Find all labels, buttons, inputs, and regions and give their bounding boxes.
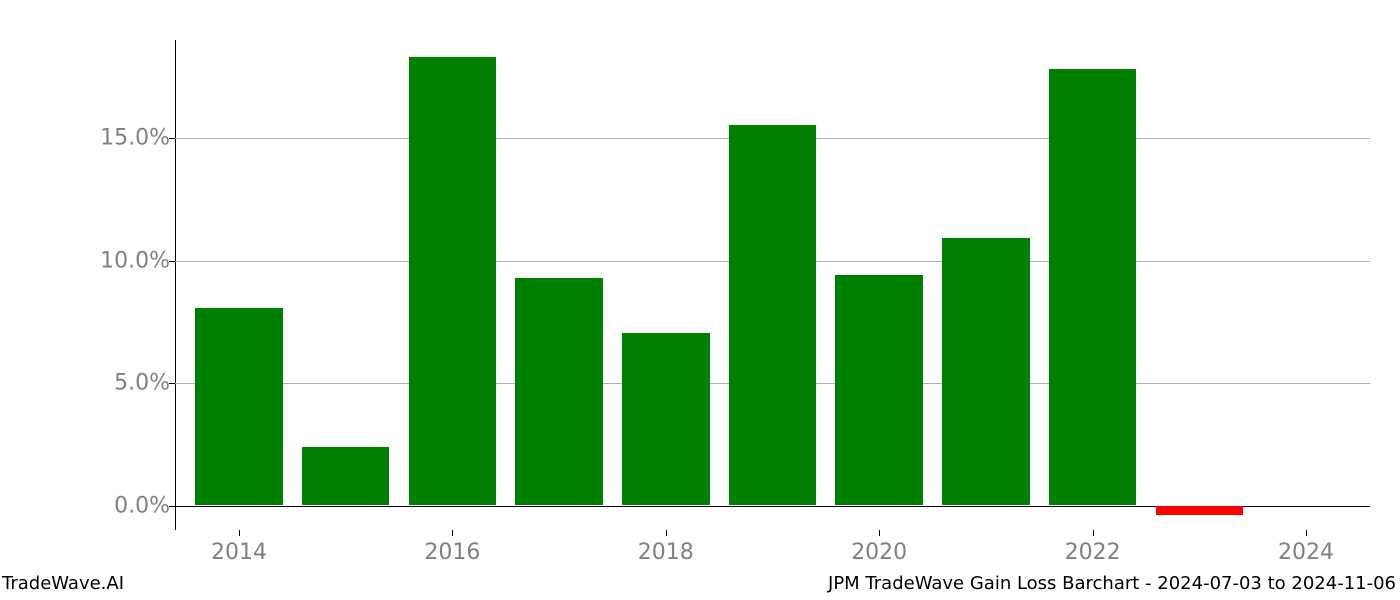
y-tick-mark — [169, 261, 175, 262]
x-tick-mark — [879, 530, 880, 536]
y-tick-mark — [169, 506, 175, 507]
x-tick-label: 2018 — [638, 540, 694, 565]
y-tick-label: 15.0% — [100, 126, 170, 151]
x-tick-label: 2024 — [1278, 540, 1334, 565]
bar-2018 — [622, 333, 709, 506]
x-tick-label: 2020 — [851, 540, 907, 565]
bar-2021 — [942, 238, 1029, 505]
x-tick-mark — [452, 530, 453, 536]
bar-2015 — [302, 447, 389, 506]
y-axis-spine — [175, 40, 176, 530]
bar-2020 — [835, 275, 922, 505]
bar-2014 — [195, 308, 282, 505]
x-tick-label: 2022 — [1065, 540, 1121, 565]
y-tick-label: 5.0% — [114, 371, 170, 396]
bar-2019 — [729, 125, 816, 506]
footer-brand: TradeWave.AI — [2, 573, 124, 594]
x-tick-mark — [1093, 530, 1094, 536]
x-tick-label: 2016 — [424, 540, 480, 565]
bar-2017 — [515, 278, 602, 506]
footer-caption: JPM TradeWave Gain Loss Barchart - 2024-… — [828, 573, 1396, 594]
bar-2022 — [1049, 69, 1136, 505]
x-tick-label: 2014 — [211, 540, 267, 565]
y-tick-label: 10.0% — [100, 248, 170, 273]
x-tick-mark — [1306, 530, 1307, 536]
bar-2023 — [1156, 506, 1243, 516]
y-tick-mark — [169, 383, 175, 384]
bar-2016 — [409, 57, 496, 505]
x-tick-mark — [666, 530, 667, 536]
y-tick-label: 0.0% — [114, 493, 170, 518]
x-tick-mark — [239, 530, 240, 536]
y-tick-mark — [169, 138, 175, 139]
plot-area — [175, 40, 1370, 530]
